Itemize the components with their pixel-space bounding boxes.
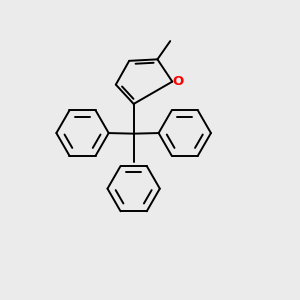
Text: O: O <box>172 75 183 88</box>
